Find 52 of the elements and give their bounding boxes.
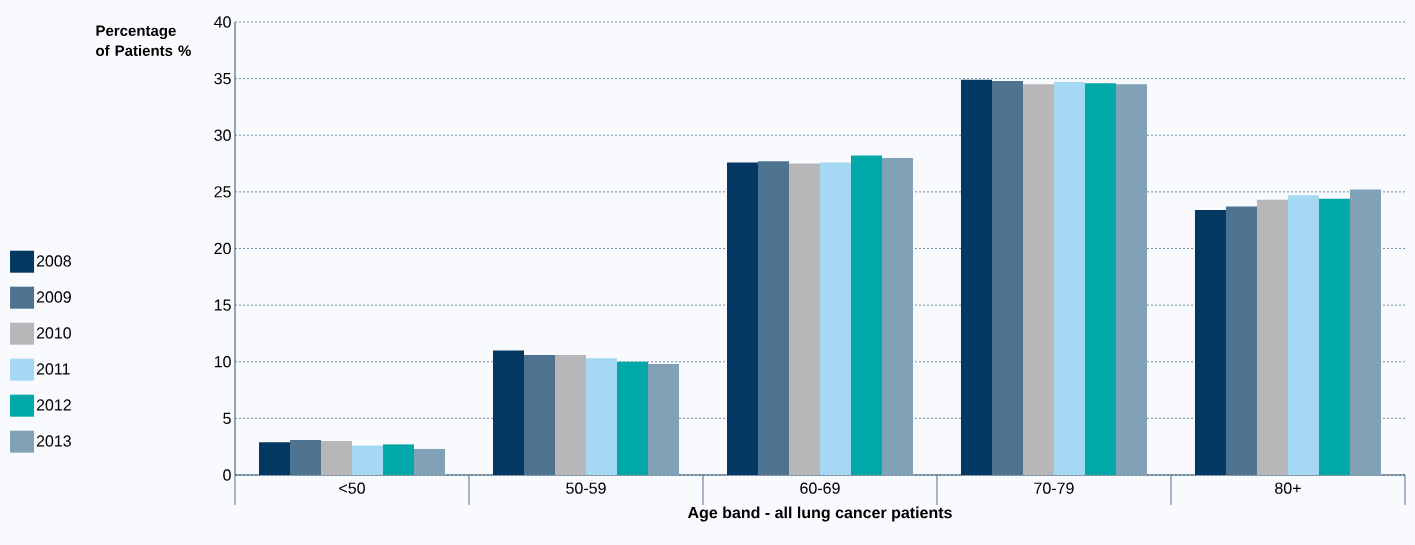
y-tick-label: 5 bbox=[223, 412, 231, 424]
y-tick-label: 35 bbox=[214, 72, 231, 85]
y-tick-label: 30 bbox=[214, 129, 231, 141]
x-tick-label: 50-59 bbox=[566, 482, 606, 494]
bar bbox=[819, 162, 851, 475]
legend-label: 2011 bbox=[36, 363, 70, 375]
legend-label: 2012 bbox=[36, 399, 71, 411]
bar bbox=[991, 80, 1023, 475]
legend-label: 2009 bbox=[36, 291, 71, 303]
bar bbox=[1287, 195, 1319, 475]
bar bbox=[321, 441, 353, 475]
bar bbox=[757, 161, 789, 475]
bar bbox=[352, 445, 384, 475]
bar bbox=[726, 162, 758, 475]
legend-label: 2008 bbox=[36, 255, 71, 267]
bar bbox=[1318, 198, 1350, 475]
bar bbox=[1225, 206, 1257, 475]
x-tick-label: 70-79 bbox=[1034, 482, 1074, 494]
bar bbox=[648, 364, 679, 475]
bar bbox=[1022, 84, 1054, 475]
bar bbox=[555, 354, 586, 475]
x-tick-label: 80+ bbox=[1275, 482, 1301, 494]
bar bbox=[1256, 199, 1288, 475]
bar bbox=[414, 448, 446, 475]
x-tick-label: <50 bbox=[339, 482, 365, 494]
x-axis-title: Age band - all lung cancer patients bbox=[687, 506, 952, 522]
legend-label: 2013 bbox=[36, 435, 71, 447]
y-axis-title: Percentage of Patients % bbox=[96, 25, 191, 56]
y-tick-label: 25 bbox=[214, 186, 231, 198]
bar bbox=[1115, 84, 1147, 475]
y-tick-label: 10 bbox=[214, 356, 231, 368]
bar bbox=[881, 157, 913, 475]
bar bbox=[290, 439, 322, 475]
bar bbox=[850, 155, 882, 475]
bar bbox=[524, 354, 555, 475]
y-tick-label: 20 bbox=[214, 242, 231, 255]
legend-label: 2010 bbox=[36, 327, 72, 339]
bar bbox=[960, 79, 992, 475]
bar bbox=[1053, 82, 1085, 475]
bar bbox=[788, 163, 820, 475]
y-tick-label: 0 bbox=[223, 469, 231, 481]
bar bbox=[1349, 189, 1381, 475]
bar bbox=[383, 444, 415, 475]
bar bbox=[1084, 83, 1116, 475]
x-tick-label: 60-69 bbox=[800, 482, 840, 494]
bar bbox=[259, 442, 291, 475]
bar bbox=[586, 358, 617, 475]
bar bbox=[617, 361, 648, 475]
bar bbox=[493, 350, 524, 475]
bar bbox=[1194, 209, 1226, 475]
y-tick-label: 40 bbox=[214, 16, 231, 28]
y-tick-label: 15 bbox=[214, 299, 231, 311]
